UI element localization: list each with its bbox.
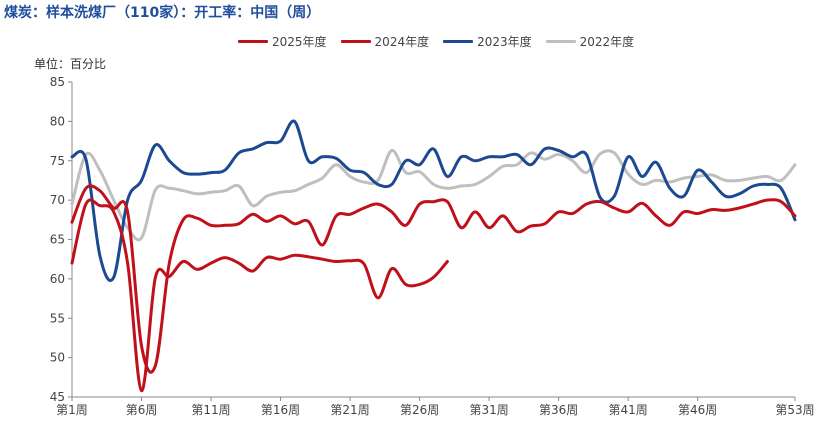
- x-tick-label: 第1周: [56, 403, 88, 417]
- legend-swatch-2023: [443, 40, 474, 43]
- x-tick-label: 第16周: [261, 403, 300, 417]
- series-line-2025: [70, 198, 449, 393]
- x-tick-label: 第26周: [400, 403, 439, 417]
- y-tick-label: 50: [50, 351, 65, 365]
- series-line-2023: [70, 119, 797, 282]
- x-tick-label: 第6周: [126, 403, 158, 417]
- legend-label-2023: 2023年度: [477, 35, 532, 49]
- legend-swatch-2024: [340, 40, 371, 43]
- x-tick-label: 第21周: [330, 403, 369, 417]
- legend-label-2022: 2022年度: [579, 35, 635, 49]
- x-tick-label: 第53周: [775, 403, 814, 417]
- x-tick-label: 第46周: [678, 403, 717, 417]
- y-tick-label: 60: [50, 272, 65, 286]
- y-tick-label: 65: [50, 233, 65, 247]
- chart-title: 煤炭：样本洗煤厂（110家）：开工率：中国（周）: [4, 5, 321, 21]
- legend-swatch-2022: [545, 40, 576, 43]
- x-tick-label: 第31周: [469, 403, 508, 417]
- legend: 2025年度 2024年度 2023年度 2022年度: [238, 33, 648, 50]
- series-line-2024: [70, 184, 797, 374]
- y-tick-label: 45: [50, 390, 65, 404]
- y-tick-label: 80: [50, 114, 65, 128]
- y-tick-label: 70: [50, 193, 65, 207]
- legend-item-2022: 2022年度: [545, 33, 635, 50]
- x-tick-label: 第11周: [191, 403, 230, 417]
- legend-item-2024: 2024年度: [340, 33, 430, 50]
- y-tick-label: 55: [50, 311, 65, 325]
- x-tick-label: 第36周: [539, 403, 578, 417]
- legend-item-2023: 2023年度: [443, 33, 532, 50]
- legend-label-2024: 2024年度: [374, 35, 430, 49]
- legend-item-2025: 2025年度: [238, 33, 327, 50]
- y-tick-label: 75: [50, 154, 65, 168]
- y-axis-unit: 单位：百分比: [34, 57, 107, 71]
- x-tick-label: 第41周: [609, 403, 648, 417]
- legend-label-2025: 2025年度: [272, 35, 327, 49]
- legend-swatch-2025: [238, 40, 268, 43]
- y-tick-label: 85: [50, 75, 65, 89]
- series-line-2022: [70, 149, 797, 242]
